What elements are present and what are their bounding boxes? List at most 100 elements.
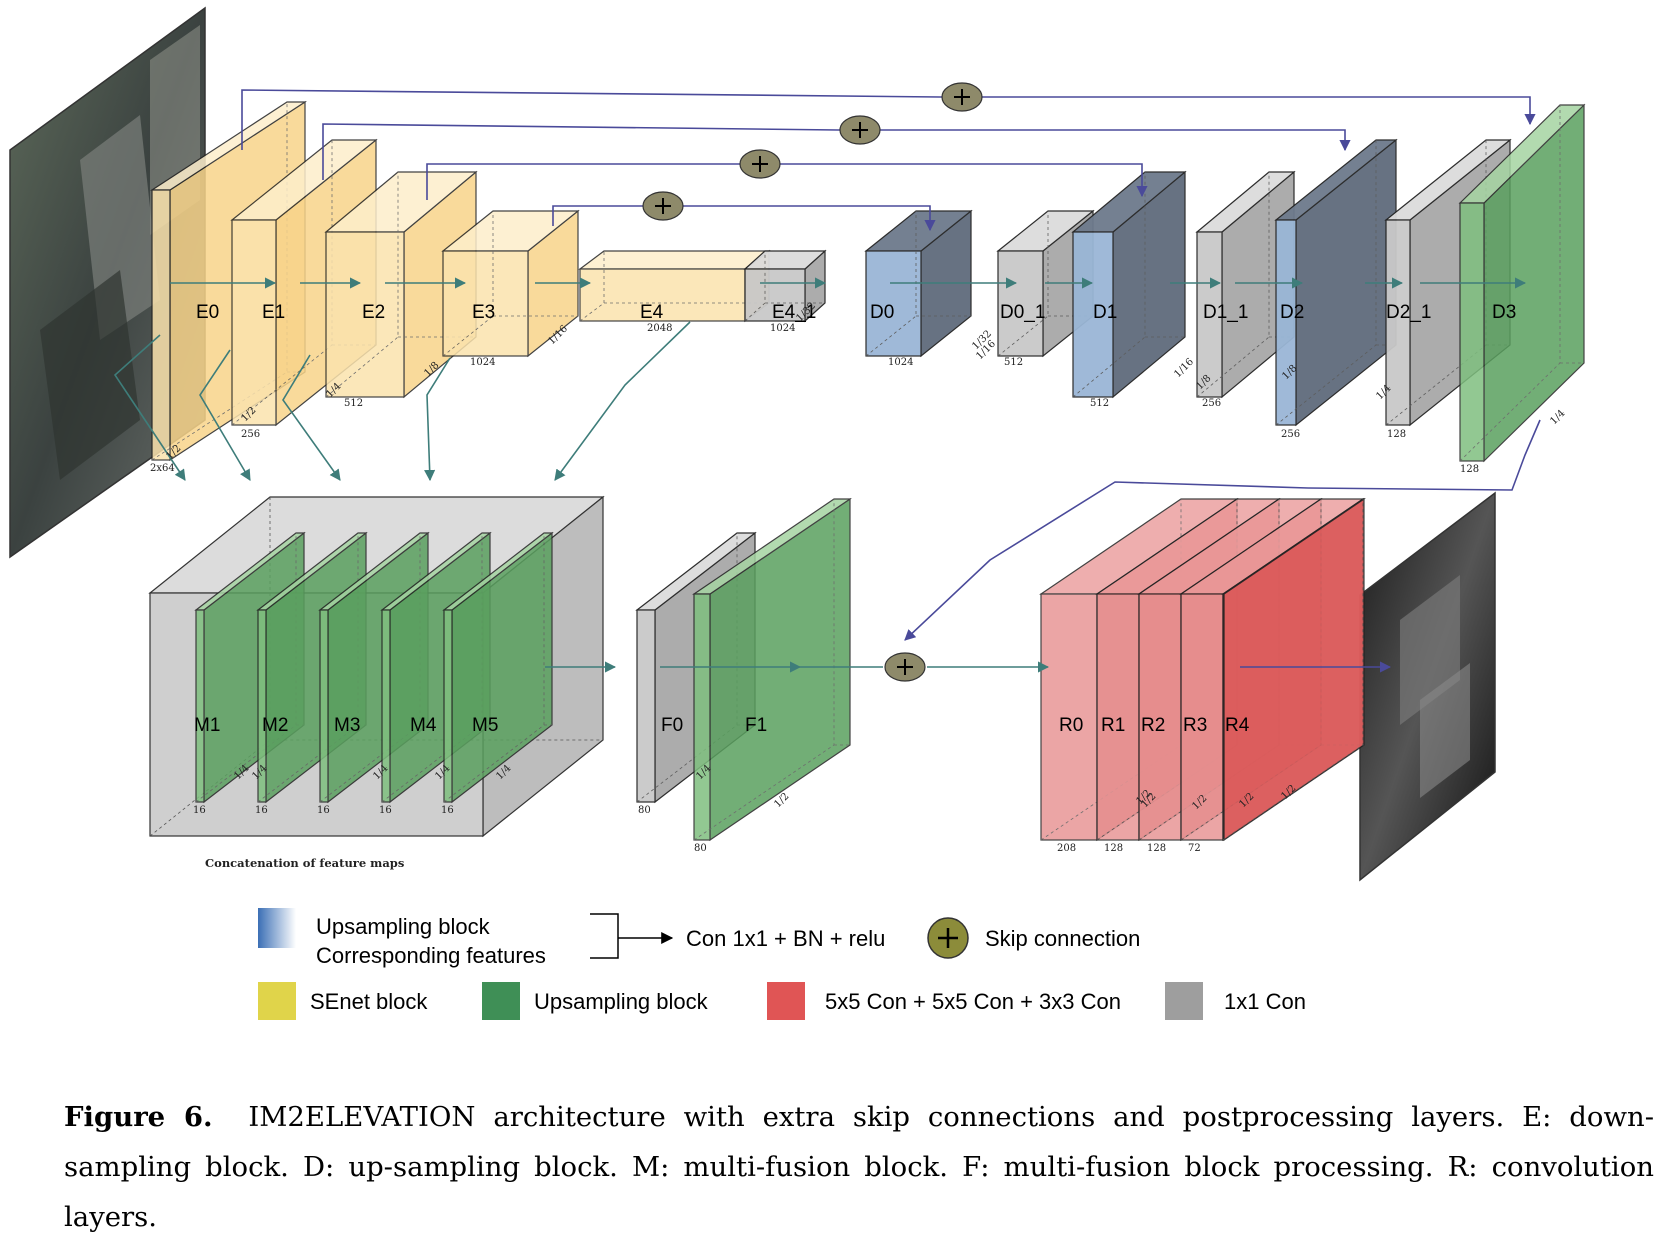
label-e4-1: E4_1 xyxy=(772,302,816,323)
skip-connection-node xyxy=(642,191,684,221)
dim-e2: 512 xyxy=(344,398,363,409)
legend-conv-swatch xyxy=(767,982,805,1020)
dim-r1: 128 xyxy=(1104,843,1123,854)
dim-m4: 16 xyxy=(379,805,392,816)
d3-to-add xyxy=(904,419,1541,641)
ratio-d3: 1/4 xyxy=(1548,408,1567,427)
block-m5 xyxy=(442,531,554,804)
label-m2: M2 xyxy=(262,715,288,736)
legend-senet-block: SEnet block xyxy=(310,989,428,1014)
label-d2-1: D2_1 xyxy=(1386,302,1431,323)
e2-to-m3 xyxy=(282,354,341,481)
block-e4 xyxy=(578,249,771,323)
legend-corresponding-features: Corresponding features xyxy=(316,943,546,968)
dim-m5: 16 xyxy=(441,805,454,816)
dim-d0-1: 512 xyxy=(1004,357,1023,368)
dim-d2: 256 xyxy=(1281,429,1300,440)
e0-to-m1 xyxy=(113,334,186,481)
plus-icon xyxy=(954,89,970,105)
label-m5: M5 xyxy=(472,715,498,736)
label-m3: M3 xyxy=(334,715,360,736)
legend-conv1x1: 1x1 Con xyxy=(1224,989,1306,1014)
block-d2 xyxy=(1274,138,1398,427)
block-d3 xyxy=(1458,103,1586,463)
dim-r2: 128 xyxy=(1147,843,1166,854)
skip-e1-d2 xyxy=(322,123,1351,180)
label-d2: D2 xyxy=(1280,302,1304,323)
legend-senet-swatch xyxy=(258,982,296,1020)
plus-icon xyxy=(852,122,868,138)
dim-e4: 2048 xyxy=(647,323,672,334)
dim-f1: 80 xyxy=(694,843,707,854)
label-r2: R2 xyxy=(1141,715,1165,736)
label-e0: E0 xyxy=(196,302,219,323)
figure-caption: Figure 6. IM2ELEVATION architecture with… xyxy=(64,1092,1654,1242)
skip-e0-d3 xyxy=(241,89,1536,150)
dim-m1: 16 xyxy=(193,805,206,816)
legend: Upsampling block Corresponding features … xyxy=(258,908,1306,1020)
plus-icon xyxy=(655,198,671,214)
label-e3: E3 xyxy=(472,302,495,323)
connection-arrows xyxy=(113,82,1541,682)
dim-f0: 80 xyxy=(638,805,651,816)
skip-e2-d1 xyxy=(426,163,1148,200)
dim-e0: 2x64 xyxy=(150,463,175,474)
dim-r0: 208 xyxy=(1057,843,1076,854)
label-d1-1: D1_1 xyxy=(1203,302,1248,323)
skip-connection-node xyxy=(739,149,781,179)
dim-e1: 256 xyxy=(241,429,260,440)
label-f1: F1 xyxy=(745,715,767,736)
label-m1: M1 xyxy=(194,715,220,736)
dim-d2-1: 128 xyxy=(1387,429,1406,440)
block-f1 xyxy=(692,497,852,842)
block-r4 xyxy=(1221,497,1366,842)
label-r0: R0 xyxy=(1059,715,1083,736)
plus-icon xyxy=(752,156,768,172)
figure-number: Figure 6. xyxy=(64,1101,213,1133)
skip-e3-d0 xyxy=(552,205,936,232)
label-e4: E4 xyxy=(640,302,664,323)
dim-d1-1: 256 xyxy=(1202,398,1221,409)
plus-icon xyxy=(938,928,958,948)
e3-to-m4 xyxy=(424,357,451,482)
dim-m2: 16 xyxy=(255,805,268,816)
label-r1: R1 xyxy=(1101,715,1125,736)
legend-upsampling-block: Upsampling block xyxy=(316,914,491,939)
label-e1: E1 xyxy=(262,302,285,323)
label-e2: E2 xyxy=(362,302,385,323)
legend-upsampling-block-2: Upsampling block xyxy=(534,989,709,1014)
label-d3: D3 xyxy=(1492,302,1516,323)
label-r3: R3 xyxy=(1183,715,1207,736)
block-d1 xyxy=(1071,170,1187,399)
dim-d1: 512 xyxy=(1090,398,1109,409)
legend-bracket-arrow xyxy=(590,913,672,959)
label-d1: D1 xyxy=(1093,302,1117,323)
dim-d0: 1024 xyxy=(888,357,913,368)
concat-label: Concatenation of feature maps xyxy=(205,856,404,870)
skip-connection-node xyxy=(839,115,881,145)
e1-to-m2 xyxy=(199,349,251,481)
legend-upsampling-swatch xyxy=(258,908,296,948)
ratio-d1: 1/16 xyxy=(1172,356,1196,380)
dim-e3: 1024 xyxy=(470,357,495,368)
label-r4: R4 xyxy=(1225,715,1250,736)
label-d0: D0 xyxy=(870,302,894,323)
dim-m3: 16 xyxy=(317,805,330,816)
legend-upsample-swatch xyxy=(482,982,520,1020)
label-f0: F0 xyxy=(661,715,683,736)
plus-icon xyxy=(897,659,913,675)
legend-skip-connection: Skip connection xyxy=(985,926,1140,951)
dim-d3: 128 xyxy=(1460,464,1479,475)
skip-connection-node xyxy=(941,82,983,112)
legend-conv1x1-swatch xyxy=(1165,982,1203,1020)
caption-text: IM2ELEVATION architecture with extra ski… xyxy=(64,1101,1655,1233)
legend-con-bn-relu: Con 1x1 + BN + relu xyxy=(686,926,885,951)
legend-conv-stack: 5x5 Con + 5x5 Con + 3x3 Con xyxy=(825,989,1121,1014)
e4-to-m5 xyxy=(554,321,691,481)
label-d0-1: D0_1 xyxy=(1000,302,1045,323)
output-elevation-map xyxy=(1359,491,1496,882)
dim-e4-1: 1024 xyxy=(770,323,795,334)
network-blocks xyxy=(148,100,1586,842)
label-m4: M4 xyxy=(410,715,437,736)
